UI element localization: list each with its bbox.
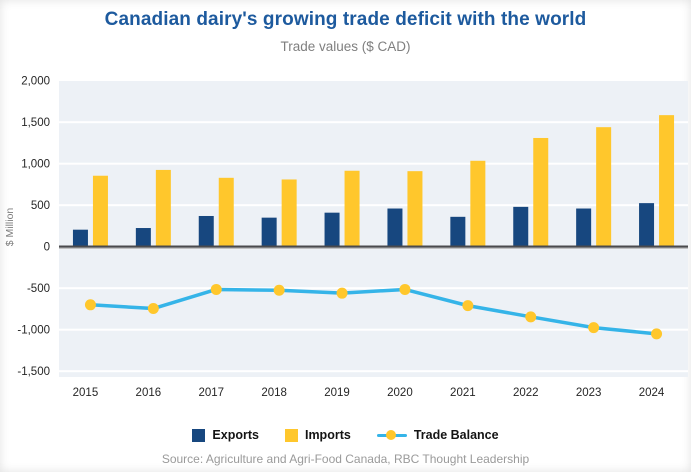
exports-bar-2017 [198,215,214,247]
trade-chart-plot: 2,000 1,500 1,000 500 0 -500 -1,000 -1,500 $ Mil… [4,76,688,399]
exports-bar-2024 [639,203,655,247]
y-axis-title: $ Million [4,208,16,247]
y-tick-label-0: 0 [44,242,50,254]
exports-bar-2023 [576,208,592,247]
imports-bar-2023 [596,127,612,247]
exports-bar-2019 [324,212,340,247]
source-note: Source: Agriculture and Agri-Food Canada… [161,452,530,466]
gridline-500 [59,204,688,207]
imports-bar-2016 [155,169,171,247]
zero-axis-line [59,245,688,248]
imports-swatch-icon [284,428,298,442]
trade-balance-point-2016 [147,303,159,315]
exports-bar-2016 [135,228,151,247]
x-axis-label-2016: 2016 [136,387,162,399]
exports-bar-2020 [387,208,403,247]
imports-bar-2022 [533,137,549,247]
imports-bar-2021 [470,160,486,247]
x-axis-label-2018: 2018 [261,387,287,399]
trade-balance-point-2018 [273,284,285,296]
y-tick-label--1000: -1,000 [17,325,50,337]
x-axis-label-2015: 2015 [73,387,99,399]
trade-balance-point-2021 [462,300,474,312]
exports-bar-2022 [513,206,529,247]
imports-bar-2017 [218,177,234,247]
y-tick-label-1000: 1,000 [21,159,50,171]
x-axis-label-2024: 2024 [639,387,665,399]
legend-label-imports: Imports [304,428,351,442]
chart-title: Canadian dairy's growing trade deficit w… [104,9,587,30]
trade-balance-point-2015 [84,299,96,311]
gridline-1000 [59,162,688,165]
y-tick-label-1500: 1,500 [21,117,50,129]
trade-balance-point-2024 [651,328,663,340]
zero-axis-shadow [59,247,688,249]
x-axis-label-2017: 2017 [198,387,224,399]
x-axis-label-2020: 2020 [387,387,413,399]
legend: Exports Imports Trade Balance [0,428,691,442]
imports-bar-2015 [92,175,108,247]
legend-label-trade-balance: Trade Balance [413,428,499,442]
legend-item-exports[interactable]: Exports [192,428,259,442]
trade-balance-point-2020 [399,283,411,295]
trade-balance-point-2019 [336,287,348,299]
trade-balance-point-2017 [210,283,222,295]
legend-item-imports[interactable]: Imports [284,428,351,442]
y-tick-label--1500: -1,500 [17,366,50,378]
trade-balance-point-2022 [525,311,537,323]
legend-item-trade-balance[interactable]: Trade Balance [376,428,499,442]
imports-bar-2020 [407,171,423,247]
legend-label-exports: Exports [212,428,259,442]
trade-balance-line [88,287,659,336]
exports-bar-2021 [450,216,466,247]
gridline-1500 [59,121,688,124]
imports-bar-2024 [659,115,675,247]
x-axis-label-2021: 2021 [450,387,476,399]
chart-subtitle: Trade values ($ CAD) [280,39,411,54]
imports-bar-2019 [344,170,360,247]
gridline--1500 [59,370,688,373]
y-tick-label-500: 500 [31,200,50,212]
exports-bar-2015 [72,229,88,247]
y-tick-label-2000: 2,000 [21,76,50,88]
gridline--1000 [59,328,688,331]
x-axis-label-2023: 2023 [576,387,602,399]
exports-bar-2018 [261,217,277,247]
x-axis-label-2019: 2019 [324,387,350,399]
imports-bar-2018 [281,179,297,247]
exports-swatch-icon [192,428,206,442]
trade-balance-line-icon [376,430,407,440]
gridline--500 [59,287,688,290]
x-axis-label-2022: 2022 [513,387,539,399]
y-tick-label--500: -500 [27,283,50,295]
trade-balance-point-2023 [588,322,600,334]
